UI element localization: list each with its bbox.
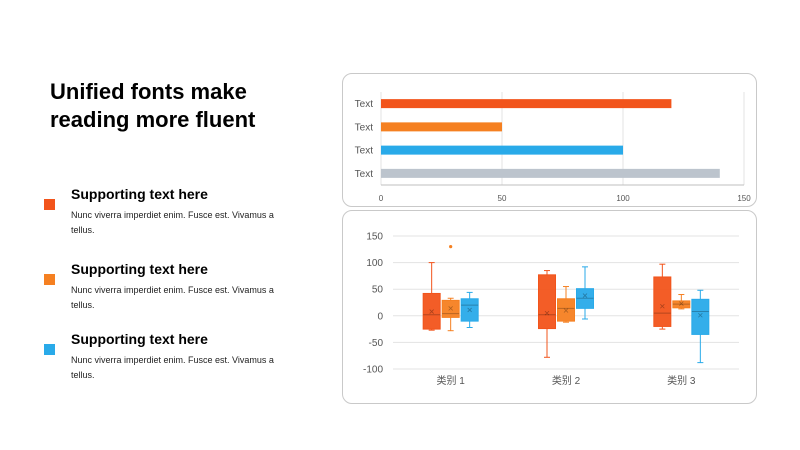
box [460, 298, 479, 322]
mean-marker [660, 303, 665, 309]
box-chart-panel: -100 -50 0 50 100 150 类别 1 类别 2 类别 3 [342, 210, 757, 404]
y-tick-label: 100 [366, 258, 383, 269]
slide-title: Unified fonts make reading more fluent [50, 79, 256, 132]
supporting-body: Nunc viverra imperdiet enim. Fusce est. … [71, 285, 274, 310]
bar [381, 168, 720, 178]
y-tick-label: -50 [369, 338, 384, 349]
category-label: 类别 2 [552, 374, 581, 387]
x-tick-label: 150 [737, 194, 751, 203]
box-plot-chart: -100 -50 0 50 100 150 类别 1 类别 2 类别 3 [363, 232, 739, 387]
outlier-point [449, 245, 453, 249]
bar [381, 145, 623, 155]
x-tick-label: 0 [379, 194, 384, 203]
mean-marker [679, 301, 684, 306]
box [538, 274, 556, 330]
box [576, 288, 594, 309]
box [422, 292, 441, 330]
mean-marker [544, 310, 550, 316]
y-tick-label: 50 [372, 285, 384, 296]
box [653, 276, 672, 327]
category-label: 类别 3 [667, 374, 696, 387]
supporting-heading: Supporting text here [71, 261, 208, 277]
bar-chart: 0 50 100 150 Text Text Text Text [355, 92, 751, 203]
box [691, 298, 710, 335]
supporting-heading: Supporting text here [71, 331, 208, 347]
supporting-heading: Supporting text here [71, 186, 208, 202]
mean-marker [448, 306, 453, 311]
bullet-square-icon [44, 274, 55, 285]
mean-marker [582, 293, 588, 298]
box [441, 299, 460, 318]
category-label: Text [355, 146, 374, 157]
y-tick-label: 150 [366, 232, 383, 243]
bullet-square-icon [44, 344, 55, 355]
supporting-body: Nunc viverra imperdiet enim. Fusce est. … [71, 355, 274, 380]
supporting-body: Nunc viverra imperdiet enim. Fusce est. … [71, 210, 274, 235]
bar [381, 122, 502, 132]
category-label: 类别 1 [436, 374, 465, 387]
bar-chart-panel: 0 50 100 150 Text Text Text Text [342, 73, 757, 207]
bar [381, 99, 672, 109]
category-label: Text [355, 122, 374, 133]
mean-marker [563, 308, 569, 313]
box [672, 300, 691, 309]
y-tick-label: -100 [363, 365, 383, 376]
mean-marker [429, 309, 434, 314]
mean-marker [467, 307, 472, 313]
box [557, 298, 575, 322]
category-label: Text [355, 99, 374, 110]
y-tick-label: 0 [377, 311, 383, 322]
mean-marker [698, 312, 703, 318]
x-tick-label: 50 [498, 194, 507, 203]
category-label: Text [355, 169, 374, 180]
x-tick-label: 100 [616, 194, 630, 203]
bullet-square-icon [44, 199, 55, 210]
